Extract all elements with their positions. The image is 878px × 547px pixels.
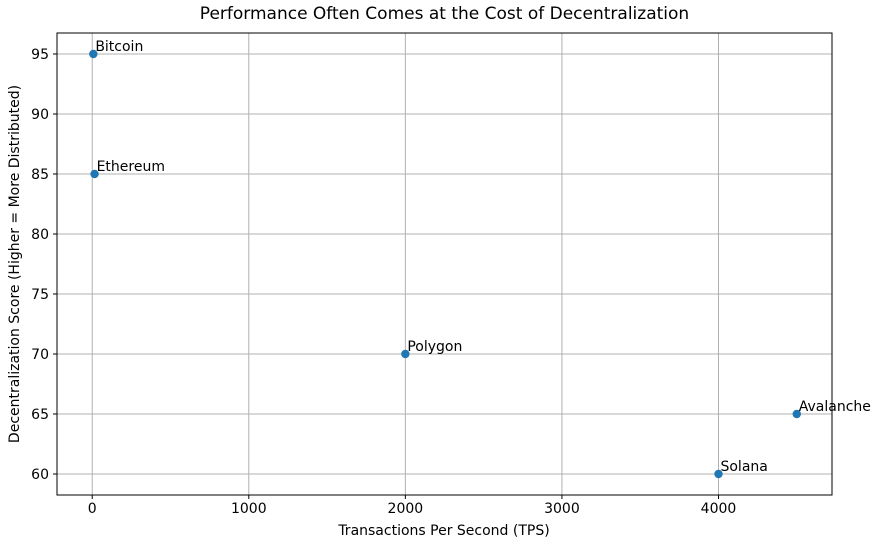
- data-point: [89, 49, 98, 59]
- y-tick-label: 90: [31, 107, 49, 123]
- y-tick-label: 80: [31, 227, 49, 243]
- y-tick-label: 95: [31, 47, 49, 63]
- data-point: [714, 469, 723, 479]
- y-tick-label: 70: [31, 347, 49, 363]
- point-label: Solana: [720, 459, 767, 475]
- x-tick-label: 1000: [231, 501, 267, 517]
- y-tick-label: 60: [31, 467, 49, 483]
- point-label: Bitcoin: [95, 39, 143, 55]
- chart-title: Performance Often Comes at the Cost of D…: [199, 4, 690, 24]
- y-tick-label: 65: [31, 407, 49, 423]
- point-label: Avalanche: [799, 399, 871, 415]
- data-point: [401, 349, 410, 359]
- point-label: Ethereum: [97, 159, 165, 175]
- y-tick-label: 85: [31, 167, 49, 183]
- x-tick-label: 3000: [544, 501, 580, 517]
- x-tick-label: 2000: [388, 501, 424, 517]
- x-axis-label: Transactions Per Second (TPS): [338, 523, 550, 539]
- plot-area-border: [56, 32, 833, 496]
- data-point: [90, 169, 99, 179]
- y-tick-label: 75: [31, 287, 49, 303]
- x-tick-label: 4000: [701, 501, 737, 517]
- data-point: [792, 409, 801, 419]
- point-label: Polygon: [407, 339, 462, 355]
- y-axis-label: Decentralization Score (Higher = More Di…: [7, 84, 23, 444]
- x-tick-label: 0: [88, 501, 97, 517]
